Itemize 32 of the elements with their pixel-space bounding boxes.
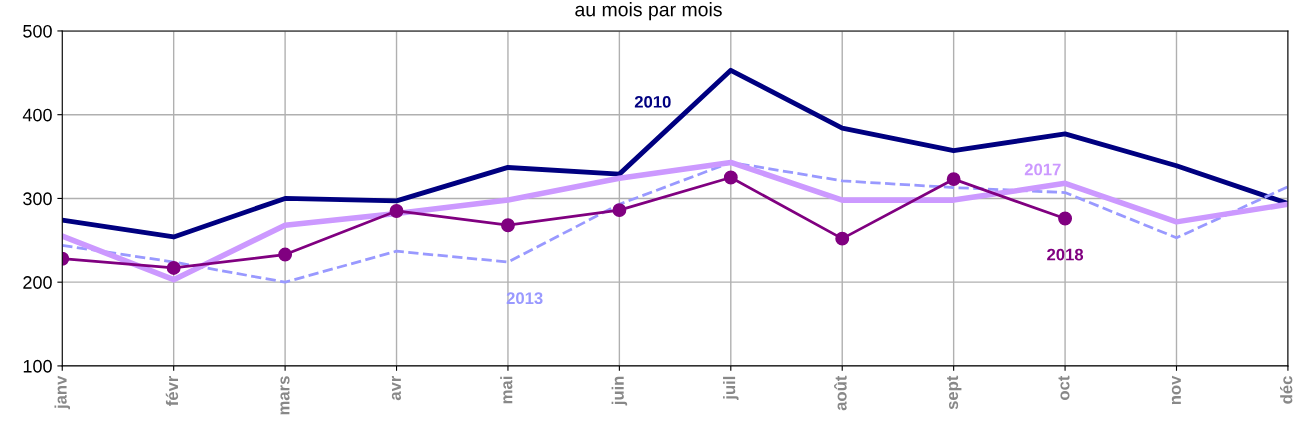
point xyxy=(501,218,515,233)
point xyxy=(389,204,404,218)
point xyxy=(1058,211,1073,226)
x-tick-label: sept xyxy=(947,375,962,410)
point xyxy=(946,172,961,187)
x-tick-label: août xyxy=(834,375,847,411)
x-tick-label: déc xyxy=(1280,376,1293,404)
y-tick-label: 100 xyxy=(23,359,52,373)
x-tick-label: févr xyxy=(165,375,179,406)
series-label: 2018 xyxy=(1047,248,1084,261)
series-label: 2010 xyxy=(634,95,671,108)
x-tick-label: mars xyxy=(280,376,290,415)
x-tick-label: oct xyxy=(1058,375,1070,400)
series-label: 2017 xyxy=(1024,163,1061,176)
x-tick-label: juil xyxy=(723,376,739,400)
y-tick-label: 300 xyxy=(23,192,52,206)
series-label: 2013 xyxy=(506,292,543,305)
point xyxy=(612,203,627,218)
point xyxy=(723,170,738,185)
point xyxy=(278,247,293,262)
chart-title: au mois par mois xyxy=(575,2,722,21)
line-series xyxy=(62,67,1288,240)
x-tick-label: juin xyxy=(611,376,628,406)
y-tick-label: 200 xyxy=(23,276,52,289)
y-tick-label: 400 xyxy=(22,108,52,122)
x-tick-label: janv xyxy=(54,375,71,410)
y-tick-label: 500 xyxy=(23,24,52,38)
x-tick-label: mai xyxy=(500,376,513,404)
point xyxy=(166,260,181,275)
point xyxy=(835,231,850,246)
x-tick-label: nov xyxy=(1171,375,1181,405)
x-tick-label: avr xyxy=(391,375,401,401)
